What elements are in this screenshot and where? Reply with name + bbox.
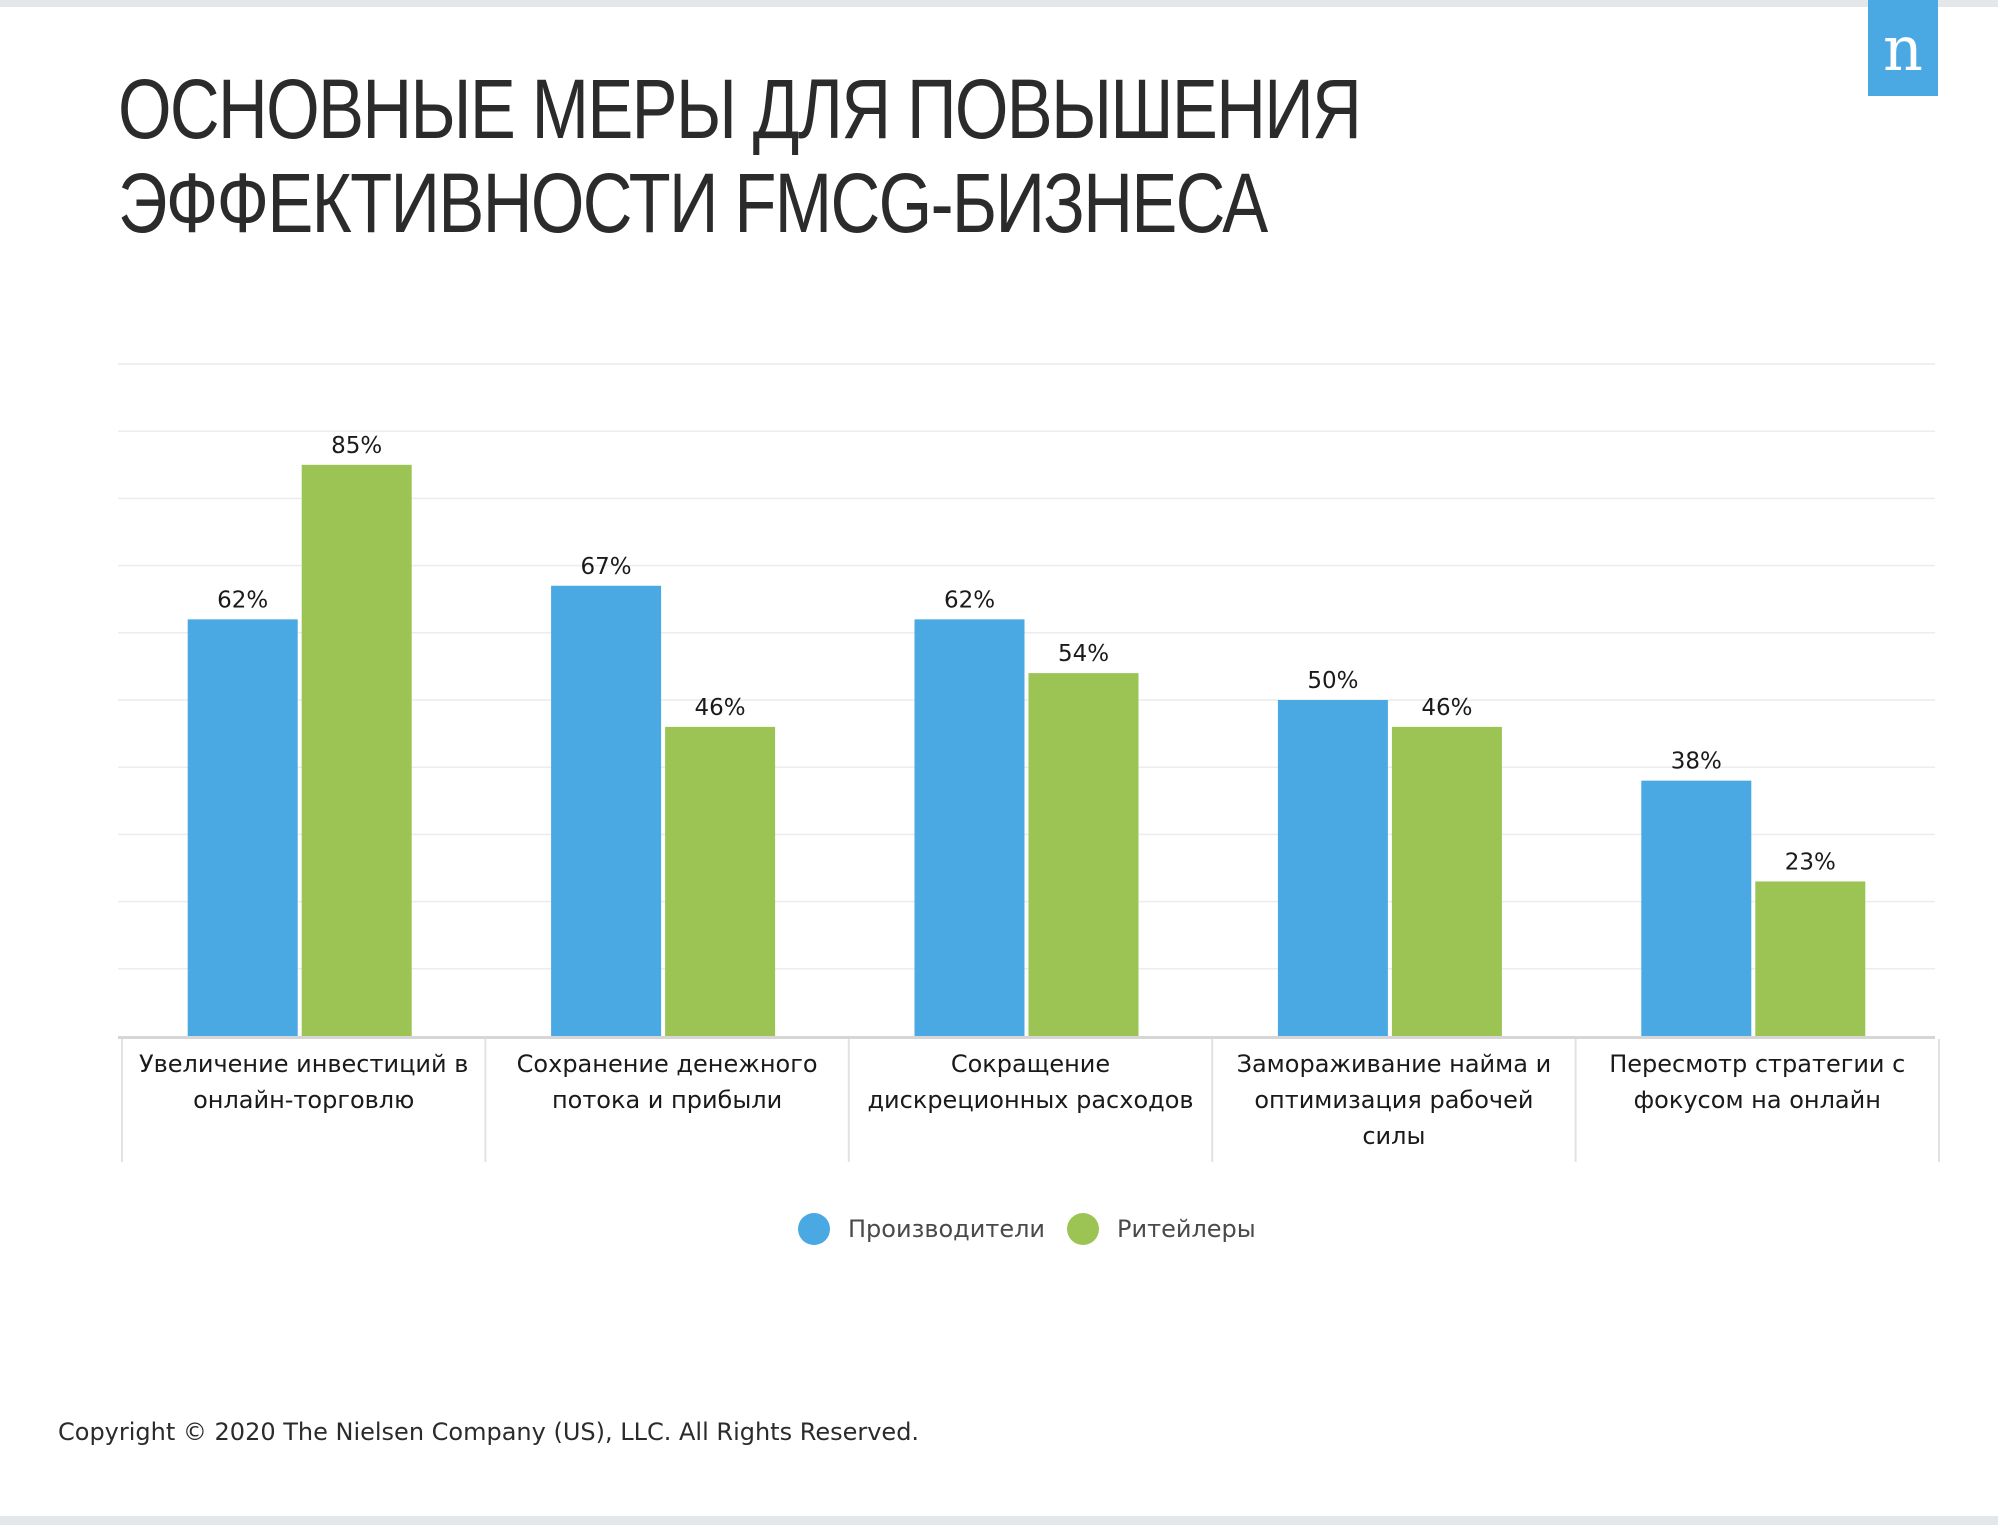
- bar-manufacturers-2[interactable]: [914, 619, 1025, 1036]
- nielsen-logo: n: [1868, 0, 1938, 96]
- bottom-border: [0, 1516, 1998, 1525]
- bar-manufacturers-1[interactable]: [551, 585, 662, 1036]
- bar-retailers-0[interactable]: [301, 464, 412, 1036]
- category-label: онлайн-торговлю: [193, 1086, 414, 1114]
- category-label: Сокращение: [951, 1050, 1110, 1078]
- legend-label-manufacturers: Производители: [848, 1215, 1046, 1243]
- value-label: 62%: [217, 587, 268, 613]
- logo-letter: n: [1883, 12, 1923, 85]
- category-label: силы: [1362, 1122, 1425, 1150]
- legend-label-retailers: Ритейлеры: [1117, 1215, 1256, 1243]
- page-title: ОСНОВНЫЕ МЕРЫ ДЛЯ ПОВЫШЕНИЯ ЭФФЕКТИВНОСТ…: [118, 62, 1362, 250]
- category-label: фокусом на онлайн: [1634, 1086, 1881, 1114]
- category-label: Увеличение инвестиций в: [139, 1050, 468, 1078]
- bar-manufacturers-4[interactable]: [1641, 780, 1752, 1036]
- legend: Производители Ритейлеры: [798, 1213, 1278, 1245]
- top-border: [0, 0, 1998, 7]
- legend-swatch-retailers: [1067, 1213, 1100, 1245]
- value-label: 62%: [944, 587, 995, 613]
- bar-chart: 62% 85% 67% 46% 62% 54% 50% 46% 38% 23% Увеличени…: [118, 363, 1940, 1162]
- title-line-2: ЭФФЕКТИВНОСТИ FMCG-БИЗНЕСА: [118, 156, 1268, 250]
- category-label: дискреционных расходов: [867, 1086, 1193, 1114]
- category-label: оптимизация рабочей: [1254, 1086, 1533, 1114]
- legend-item-retailers[interactable]: Ритейлеры: [1067, 1213, 1256, 1245]
- legend-swatch-manufacturers: [798, 1213, 830, 1245]
- bar-retailers-1[interactable]: [665, 726, 776, 1036]
- value-label: 54%: [1058, 641, 1109, 667]
- value-label: 46%: [695, 695, 746, 721]
- gridlines: [118, 363, 1935, 970]
- category-label: Пересмотр стратегии с: [1609, 1050, 1905, 1078]
- value-label: 46%: [1421, 695, 1472, 721]
- bar-manufacturers-0[interactable]: [187, 619, 298, 1036]
- category-label: потока и прибыли: [552, 1086, 782, 1114]
- bars: 62% 85% 67% 46% 62% 54% 50% 46% 38% 23%: [187, 433, 1866, 1036]
- legend-item-manufacturers[interactable]: Производители: [798, 1213, 1045, 1245]
- category-label: Замораживание найма и: [1237, 1050, 1552, 1078]
- bar-retailers-2[interactable]: [1028, 673, 1139, 1036]
- copyright-text: Copyright © 2020 The Nielsen Company (US…: [58, 1418, 920, 1446]
- bar-retailers-3[interactable]: [1391, 726, 1502, 1036]
- value-label: 85%: [331, 433, 382, 459]
- category-label: Сохранение денежного: [517, 1050, 818, 1078]
- x-axis: Увеличение инвестиций в онлайн-торговлю Со…: [118, 1036, 1940, 1162]
- bar-retailers-4[interactable]: [1755, 881, 1866, 1036]
- value-label: 23%: [1785, 849, 1836, 875]
- bar-manufacturers-3[interactable]: [1277, 700, 1388, 1036]
- title-line-1: ОСНОВНЫЕ МЕРЫ ДЛЯ ПОВЫШЕНИЯ: [118, 62, 1362, 156]
- value-label: 38%: [1671, 749, 1722, 775]
- value-label: 67%: [581, 554, 632, 580]
- value-label: 50%: [1307, 668, 1358, 694]
